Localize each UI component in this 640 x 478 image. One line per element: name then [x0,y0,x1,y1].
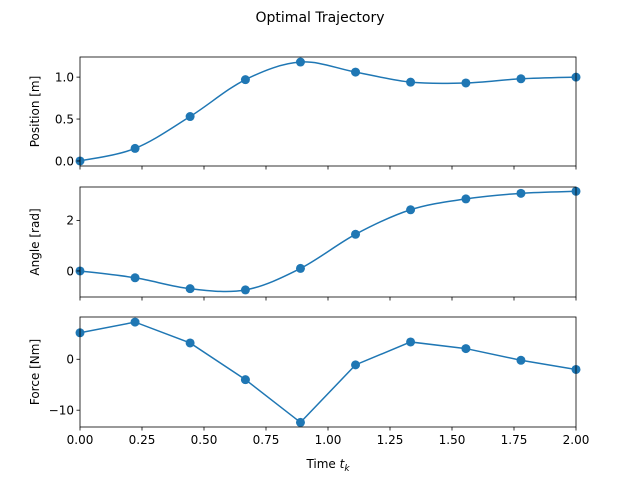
position-data-point [185,112,195,122]
xtick-label: 0.50 [191,433,218,447]
angle-ylabel: Angle [rad] [28,208,42,275]
angle-panel: 0 2 Angle [rad] [28,186,581,301]
angle-ytick-label: 0 [66,264,74,278]
angle-data-point [295,263,305,273]
force-series-line [80,321,576,424]
angle-data-point [406,205,416,215]
angle-data-point [185,284,195,294]
force-data-point [240,375,250,385]
position-data-point [351,67,361,77]
force-data-point [516,355,526,365]
angle-ytick-label: 2 [66,214,74,228]
xtick-label: 0.25 [129,433,156,447]
position-series-line [80,61,576,162]
xtick-label: 0.75 [253,433,280,447]
xtick-label: 1.25 [377,433,404,447]
force-data-point [461,344,471,354]
angle-data-point [240,285,250,295]
xtick-label: 0.00 [67,433,94,447]
position-data-point [461,78,471,88]
xtick-label: 1.50 [439,433,466,447]
xlabel: Time tk [305,457,350,474]
xtick-label: 2.00 [563,433,590,447]
force-data-point [351,360,361,370]
position-data-point [240,75,250,85]
force-data-point [406,337,416,347]
angle-series-line [80,190,576,293]
position-data-point [295,57,305,67]
angle-axes-frame [79,186,577,298]
position-data-point [516,74,526,84]
angle-data-point [516,188,526,198]
force-data-point [295,417,305,427]
angle-data-point [461,194,471,204]
force-panel: 0 −10 0.00 0.25 0.50 0.75 1.00 1.25 1.50 1.75 2.00… [28,316,590,474]
position-ytick-label: 0.5 [55,112,74,126]
position-panel: 0.0 0.5 1.0 Position [m] [28,56,581,170]
force-data-point [185,338,195,348]
position-ytick-label: 0.0 [55,154,74,168]
xtick-label: 1.00 [315,433,342,447]
position-ylabel: Position [m] [28,76,42,148]
position-ytick-label: 1.0 [55,70,74,84]
angle-data-point [351,229,361,239]
angle-data-point [130,273,140,283]
figure-title: Optimal Trajectory [256,10,385,26]
force-ytick-label: −10 [49,403,74,417]
force-ytick-label: 0 [66,353,74,367]
position-data-point [406,77,416,87]
xtick-label: 1.75 [501,433,528,447]
force-ylabel: Force [Nm] [28,339,42,405]
position-axes-frame [79,56,577,167]
force-axes-frame [79,316,577,428]
force-data-point [130,317,140,327]
position-data-point [130,143,140,153]
